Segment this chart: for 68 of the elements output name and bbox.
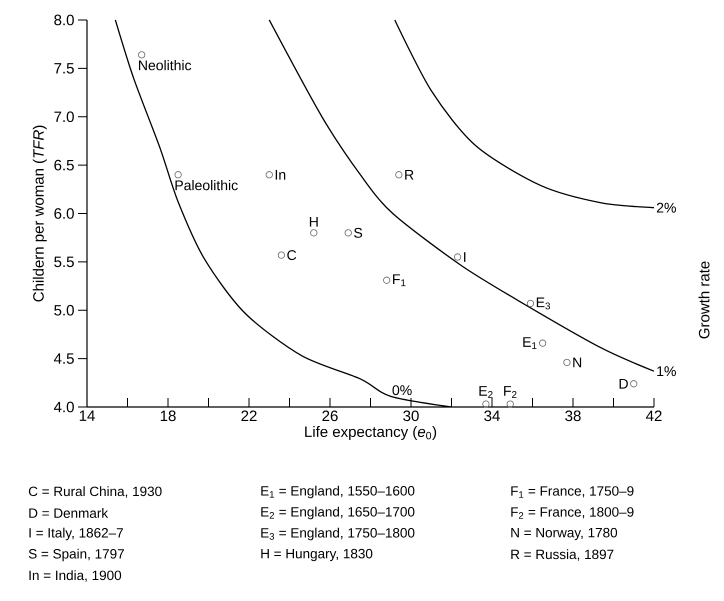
x-tick-label: 38 xyxy=(565,410,581,422)
series-label: I xyxy=(464,252,466,262)
point xyxy=(506,400,514,408)
point xyxy=(344,229,352,236)
series-label: 0% xyxy=(392,385,412,396)
text: In = India, 1900 xyxy=(29,570,122,582)
series-label: In xyxy=(276,170,286,180)
y-tick-label: 7.0 xyxy=(54,111,74,122)
point xyxy=(539,340,546,347)
text: C = Rural China, 1930 xyxy=(28,486,162,498)
series-label: N xyxy=(573,358,582,368)
y-tick-label: 6.5 xyxy=(54,160,74,170)
x-tick-label: 26 xyxy=(322,410,338,422)
series-label: 1% xyxy=(657,366,676,376)
point xyxy=(630,380,638,388)
series-label: E$_{1}$ xyxy=(523,337,536,350)
point xyxy=(310,229,318,236)
text: E$_{2}$ = England, 1650–1700 xyxy=(261,506,414,520)
text: I = Italy, 1862–7 xyxy=(29,528,123,540)
point xyxy=(138,51,146,58)
point xyxy=(266,171,273,178)
line-series xyxy=(268,19,655,372)
point xyxy=(174,171,182,178)
x-tick-label: 30 xyxy=(403,410,419,422)
text: E$_{3}$ = England, 1750–1800 xyxy=(261,528,414,540)
series-label: 2% xyxy=(656,202,676,213)
series-label: E$_{3}$ xyxy=(536,298,550,310)
y-tick-label: 8.0 xyxy=(54,14,74,26)
point xyxy=(482,400,490,408)
series-label: Neolithic xyxy=(139,60,192,70)
text: F$_{1}$ = France, 1750–9 xyxy=(511,486,634,498)
y-tick-label: 4.5 xyxy=(54,353,74,364)
series-label: Paleolithic xyxy=(175,180,238,190)
x-tick-label: 18 xyxy=(160,410,176,422)
series-label: D xyxy=(620,378,628,389)
y-axis-title: Childern per woman (TFR) xyxy=(32,126,47,302)
x-tick-label: 34 xyxy=(484,410,500,422)
text: S = Spain, 1797 xyxy=(28,548,124,562)
point xyxy=(395,171,402,178)
point xyxy=(278,251,285,259)
series-label: C xyxy=(287,250,296,260)
series-label: S xyxy=(354,228,362,238)
y-tick-label: 4.0 xyxy=(54,402,74,412)
x-tick-label: 22 xyxy=(241,410,257,421)
text: N = Norway, 1780 xyxy=(511,528,618,540)
y-tick-label: 6.0 xyxy=(54,208,74,219)
point xyxy=(563,358,571,366)
y-tick-label: 5.0 xyxy=(54,304,74,316)
text: R = Russia, 1897 xyxy=(511,549,614,561)
point xyxy=(383,276,390,284)
series-label: H xyxy=(310,217,318,227)
text: F$_{2}$ = France, 1800–9 xyxy=(511,507,634,519)
point xyxy=(526,300,534,308)
text: E$_{1}$ = England, 1550–1600 xyxy=(261,486,414,498)
series-label: E$_{2}$ xyxy=(479,386,493,398)
text: Growth rate xyxy=(698,261,710,338)
series-label: R xyxy=(405,170,414,180)
y-tick-label: 5.5 xyxy=(54,256,74,268)
point xyxy=(454,253,462,261)
x-axis-title: Life expectancy (e$_{0}$) xyxy=(305,426,436,440)
text: D = Denmark xyxy=(29,508,108,518)
y-tick-label: 7.5 xyxy=(54,63,74,74)
x-tick-label: 14 xyxy=(80,410,95,421)
series-label: F$_{1}$ xyxy=(393,274,406,286)
line-series xyxy=(394,19,655,208)
text: H = Hungary, 1830 xyxy=(261,548,372,562)
x-tick-label: 42 xyxy=(646,410,662,421)
series-label: F$_{2}$ xyxy=(504,386,516,398)
